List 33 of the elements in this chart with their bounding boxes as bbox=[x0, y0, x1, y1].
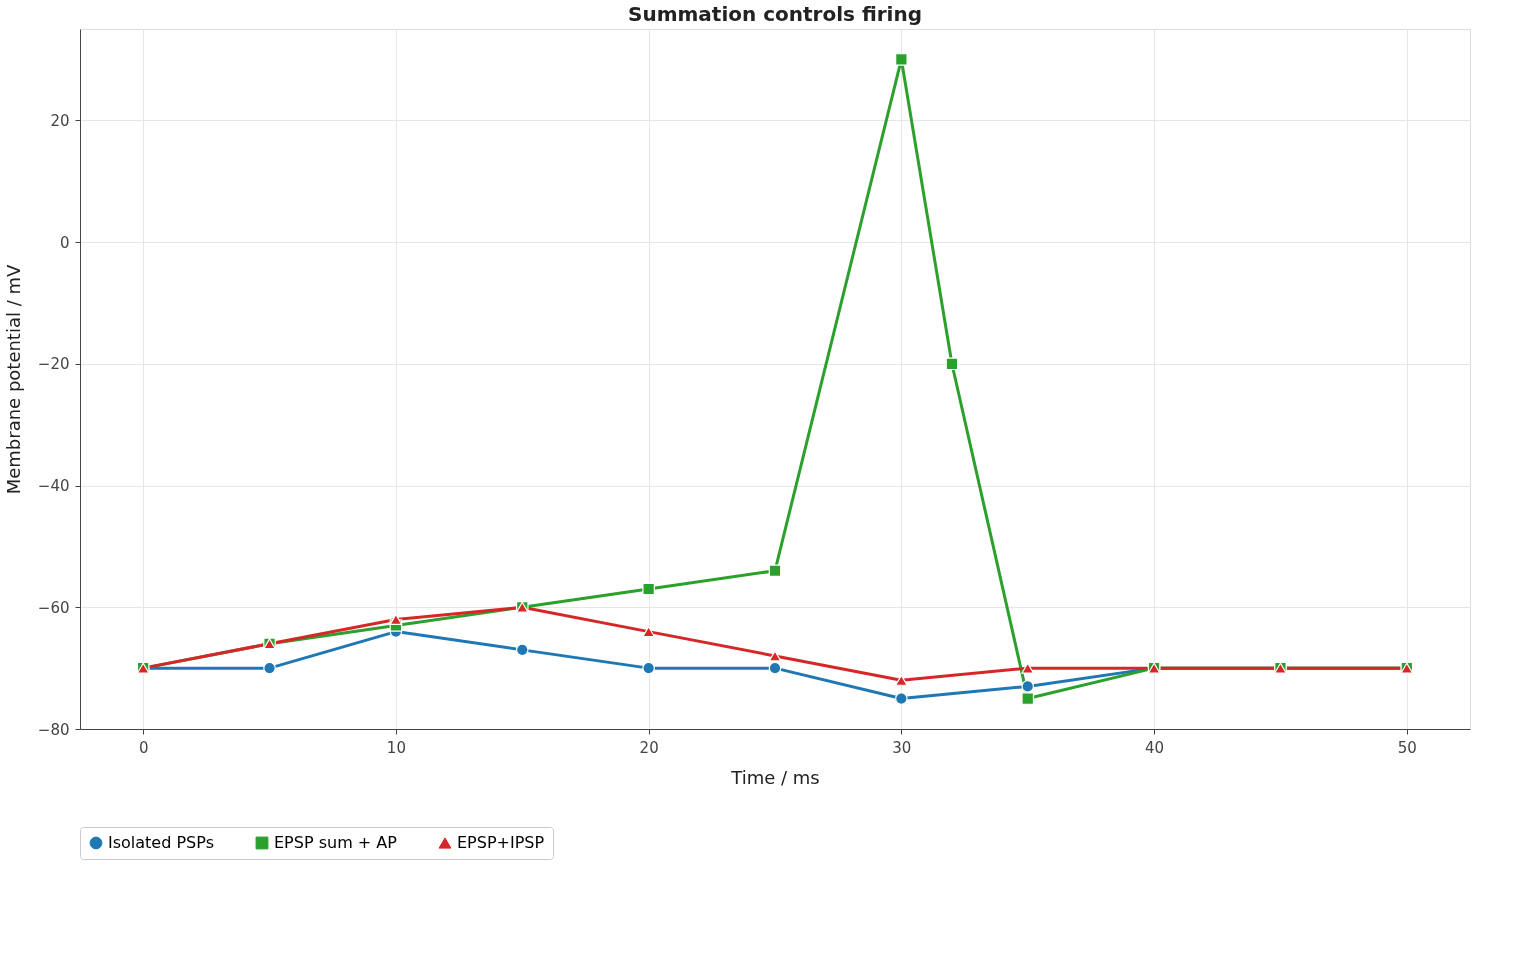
chart-title: Summation controls firing bbox=[628, 2, 922, 26]
point bbox=[768, 661, 782, 675]
point bbox=[768, 564, 782, 578]
legend-label: EPSP sum + AP bbox=[274, 833, 398, 852]
x-tick-label: 30 bbox=[892, 738, 912, 757]
point bbox=[945, 357, 959, 371]
legend-label: EPSP+IPSP bbox=[457, 833, 545, 852]
y-tick-label: 20 bbox=[50, 111, 70, 130]
x-tick-label: 50 bbox=[1397, 738, 1417, 757]
point bbox=[1021, 680, 1035, 693]
x-tick-label: 40 bbox=[1145, 738, 1165, 757]
x-axis-title: Time / ms bbox=[730, 766, 820, 788]
point bbox=[515, 643, 529, 657]
point bbox=[895, 692, 908, 705]
y-tick-label: −60 bbox=[37, 598, 70, 617]
y-axis-title: Membrane potential / mV bbox=[2, 264, 24, 495]
point bbox=[895, 674, 908, 686]
x-tick-label: 0 bbox=[138, 738, 149, 757]
point bbox=[642, 661, 655, 675]
point bbox=[389, 613, 403, 625]
y-tick-label: −20 bbox=[37, 355, 70, 374]
x-tick-label: 20 bbox=[639, 738, 659, 757]
point bbox=[1021, 692, 1035, 705]
point bbox=[1021, 662, 1035, 674]
y-tick-label: −40 bbox=[37, 477, 70, 496]
point bbox=[895, 53, 908, 66]
legend-label: Isolated PSPs bbox=[108, 833, 214, 852]
y-tick-label: 0 bbox=[59, 233, 70, 252]
point bbox=[642, 582, 655, 596]
x-tick-label: 10 bbox=[386, 738, 406, 757]
y-tick-label: −80 bbox=[37, 720, 70, 739]
point bbox=[263, 661, 276, 675]
point bbox=[768, 650, 782, 662]
